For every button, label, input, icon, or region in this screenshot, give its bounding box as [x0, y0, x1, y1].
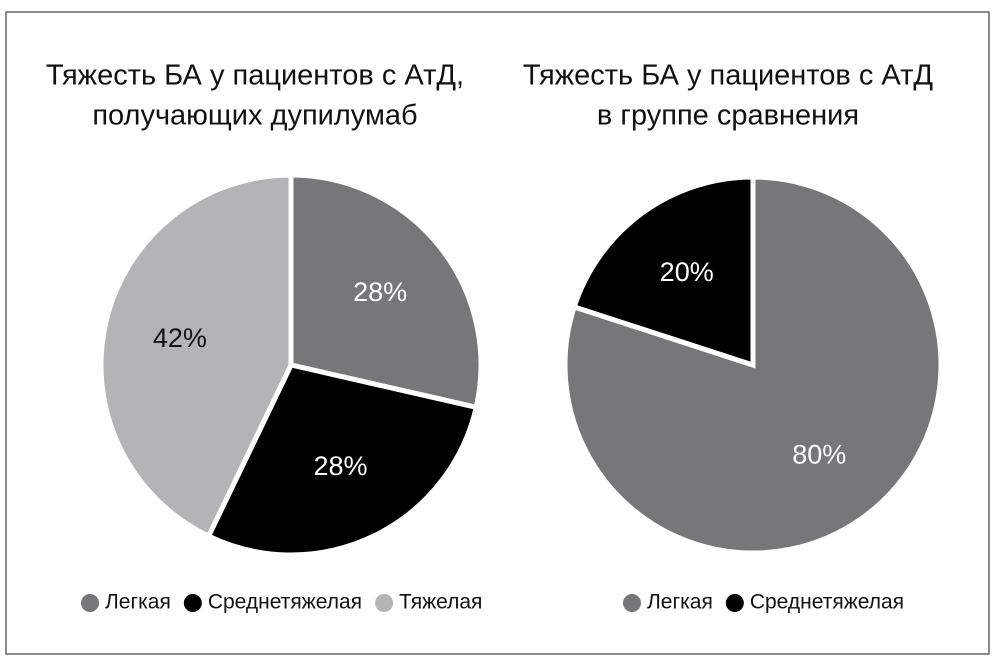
value-label: 20%: [660, 257, 714, 287]
legend-label: Тяжелая: [399, 591, 482, 614]
value-label: 80%: [792, 439, 846, 469]
value-label: 28%: [353, 277, 407, 307]
legend-marker: [183, 594, 202, 612]
pie-slice: [571, 174, 756, 369]
pie-slice: [288, 172, 484, 411]
legend-label: Среднетяжелая: [208, 591, 362, 614]
value-label: 42%: [153, 323, 207, 353]
value-label: 28%: [313, 451, 367, 481]
pie-slice: [98, 172, 294, 540]
legend-marker: [81, 594, 99, 612]
legend-marker: [375, 594, 394, 612]
pie-slice: [205, 362, 480, 558]
legend-label: Легкая: [647, 591, 713, 614]
legend-marker: [725, 594, 744, 612]
chart-title: в группе сравнения: [597, 100, 859, 132]
chart-title: Тяжесть БА у пациентов с АтД,: [46, 60, 464, 92]
legend-marker: [623, 594, 641, 612]
legend-label: Легкая: [105, 591, 171, 614]
chart-title: Тяжесть БА у пациентов с АтД: [523, 60, 933, 92]
legend-label: Среднетяжелая: [750, 591, 904, 614]
chart-title: получающих дупилумаб: [92, 100, 417, 132]
